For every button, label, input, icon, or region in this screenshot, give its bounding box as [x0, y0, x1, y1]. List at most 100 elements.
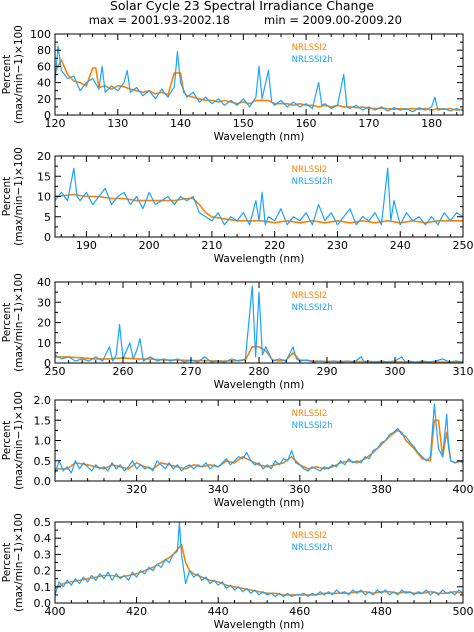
series-line-nrlssi2: [55, 193, 463, 224]
series-line-nrlssi2h: [55, 285, 463, 363]
x-tick-label: 240: [390, 239, 411, 252]
series-group: [55, 403, 463, 474]
x-tick-label: 120: [45, 117, 66, 130]
legend-entry-nrlssi2: NRLSSI2: [292, 409, 328, 419]
x-tick-label: 210: [201, 239, 222, 252]
x-axis-label: Wavelength (nm): [214, 253, 305, 265]
y-tick-label: 1.0: [34, 435, 52, 448]
legend-entry-nrlssi2: NRLSSI2: [292, 291, 328, 301]
y-axis-label-line1: Percent: [1, 421, 13, 461]
x-axis-label: Wavelength (nm): [214, 497, 305, 509]
chart-panel-5: 400 420 440 460 480 500 0.0 0.1 0.2 0.3 0.4 0.5 Wave…: [1, 513, 474, 631]
y-axis-label-line1: Percent: [1, 303, 13, 343]
y-axis-label-line2: (max/min−1)×100: [13, 25, 25, 124]
y-axis-label-line2: (max/min−1)×100: [13, 147, 25, 246]
chart-panel-1: 120 130 140 150 160 170 180 0 20 40 60 80 100 Wavelen…: [1, 25, 464, 143]
y-tick-label: 60: [37, 60, 51, 73]
x-axis-label: Wavelength (nm): [214, 379, 305, 391]
chart-panels: 120 130 140 150 160 170 180020406080100Wavelen…: [1, 25, 474, 631]
y-axis-label-line1: Percent: [1, 177, 13, 217]
series-line-nrlssi2: [55, 543, 463, 596]
legend-entry-nrlssi2: NRLSSI2: [292, 43, 328, 53]
x-tick-label: 460: [289, 605, 310, 618]
series-line-nrlssi2h: [55, 45, 463, 113]
y-tick-label: 15: [37, 170, 51, 183]
x-tick-label: 400: [453, 483, 474, 496]
plot-frame: [54, 33, 464, 116]
y-tick-label: 20: [37, 150, 51, 163]
x-tick-label: 190: [76, 239, 97, 252]
chart-panel-4: 320 340 360 380 400 0.0 0.5 1.0 1.5 2.0 Wavelength…: [1, 391, 474, 509]
x-tick-label: 300: [385, 365, 406, 378]
x-tick-label: 140: [170, 117, 191, 130]
x-tick-label: 280: [249, 365, 270, 378]
x-tick-label: 500: [453, 605, 474, 618]
series-line-nrlssi2h: [55, 403, 463, 474]
y-tick-label: 0.5: [34, 455, 52, 468]
x-tick-label: 360: [289, 483, 310, 496]
y-tick-label: 30: [37, 296, 51, 309]
legend-entry-nrlssi2h: NRLSSI2h: [292, 543, 333, 553]
x-tick-label: 270: [181, 365, 202, 378]
series-line-nrlssi2: [55, 419, 463, 470]
x-tick-label: 250: [453, 239, 474, 252]
x-tick-label: 260: [113, 365, 134, 378]
x-tick-label: 420: [126, 605, 147, 618]
x-tick-label: 150: [233, 117, 254, 130]
legend-entry-nrlssi2: NRLSSI2: [292, 531, 328, 541]
y-tick-label: 0: [44, 231, 51, 244]
series-line-nrlssi2: [55, 59, 463, 111]
legend-entry-nrlssi2h: NRLSSI2h: [292, 177, 333, 187]
x-tick-label: 170: [358, 117, 379, 130]
x-tick-label: 480: [371, 605, 392, 618]
y-tick-label: 100: [30, 28, 51, 41]
x-tick-label: 340: [208, 483, 229, 496]
x-tick-label: 250: [45, 365, 66, 378]
x-tick-label: 200: [139, 239, 160, 252]
x-tick-label: 180: [421, 117, 442, 130]
y-axis-label-line1: Percent: [1, 543, 13, 583]
y-axis-label-line1: Percent: [1, 55, 13, 95]
x-tick-label: 440: [208, 605, 229, 618]
y-tick-label: 0.0: [34, 475, 52, 488]
figure-subtitle-max: max = 2001.93-2002.18: [89, 13, 230, 27]
legend-entry-nrlssi2h: NRLSSI2h: [292, 55, 333, 65]
figure-subtitle-min: min = 2009.00-2009.20: [264, 13, 402, 27]
x-tick-label: 400: [45, 605, 66, 618]
legend-entry-nrlssi2h: NRLSSI2h: [292, 421, 333, 431]
y-axis-label-line2: (max/min−1)×100: [13, 273, 25, 372]
chart-panel-3: 250 260 270 280 290 300 310 0 10 20 30 40 Wavelength…: [1, 273, 474, 391]
series-line-nrlssi2h: [55, 167, 463, 226]
legend-entry-nrlssi2: NRLSSI2: [292, 165, 328, 175]
legend-entry-nrlssi2h: NRLSSI2h: [292, 303, 333, 313]
y-tick-label: 80: [37, 44, 51, 57]
y-tick-label: 0.0: [34, 597, 52, 610]
x-tick-label: 130: [107, 117, 128, 130]
series-group: [55, 167, 463, 226]
x-axis-label: Wavelength (nm): [214, 619, 305, 631]
series-group: [55, 522, 463, 598]
y-tick-label: 5: [44, 211, 51, 224]
series-group: [55, 285, 463, 363]
y-tick-label: 0.1: [34, 581, 52, 594]
y-tick-label: 20: [37, 317, 51, 330]
y-tick-label: 0: [44, 109, 51, 122]
y-axis-label-line2: (max/min−1)×100: [13, 391, 25, 490]
x-tick-label: 310: [453, 365, 474, 378]
x-tick-label: 220: [264, 239, 285, 252]
y-axis-label-line2: (max/min−1)×100: [13, 513, 25, 612]
y-tick-label: 0: [44, 357, 51, 370]
y-tick-label: 10: [37, 337, 51, 350]
x-tick-label: 230: [327, 239, 348, 252]
x-tick-label: 160: [296, 117, 317, 130]
series-group: [55, 45, 463, 113]
y-tick-label: 40: [37, 276, 51, 289]
y-tick-label: 0.5: [34, 516, 52, 529]
y-tick-label: 0.4: [34, 532, 52, 545]
y-tick-label: 10: [37, 191, 51, 204]
x-tick-label: 380: [371, 483, 392, 496]
x-axis-label: Wavelength (nm): [214, 131, 305, 143]
y-tick-label: 1.5: [34, 414, 52, 427]
plot-frame: [54, 155, 464, 238]
